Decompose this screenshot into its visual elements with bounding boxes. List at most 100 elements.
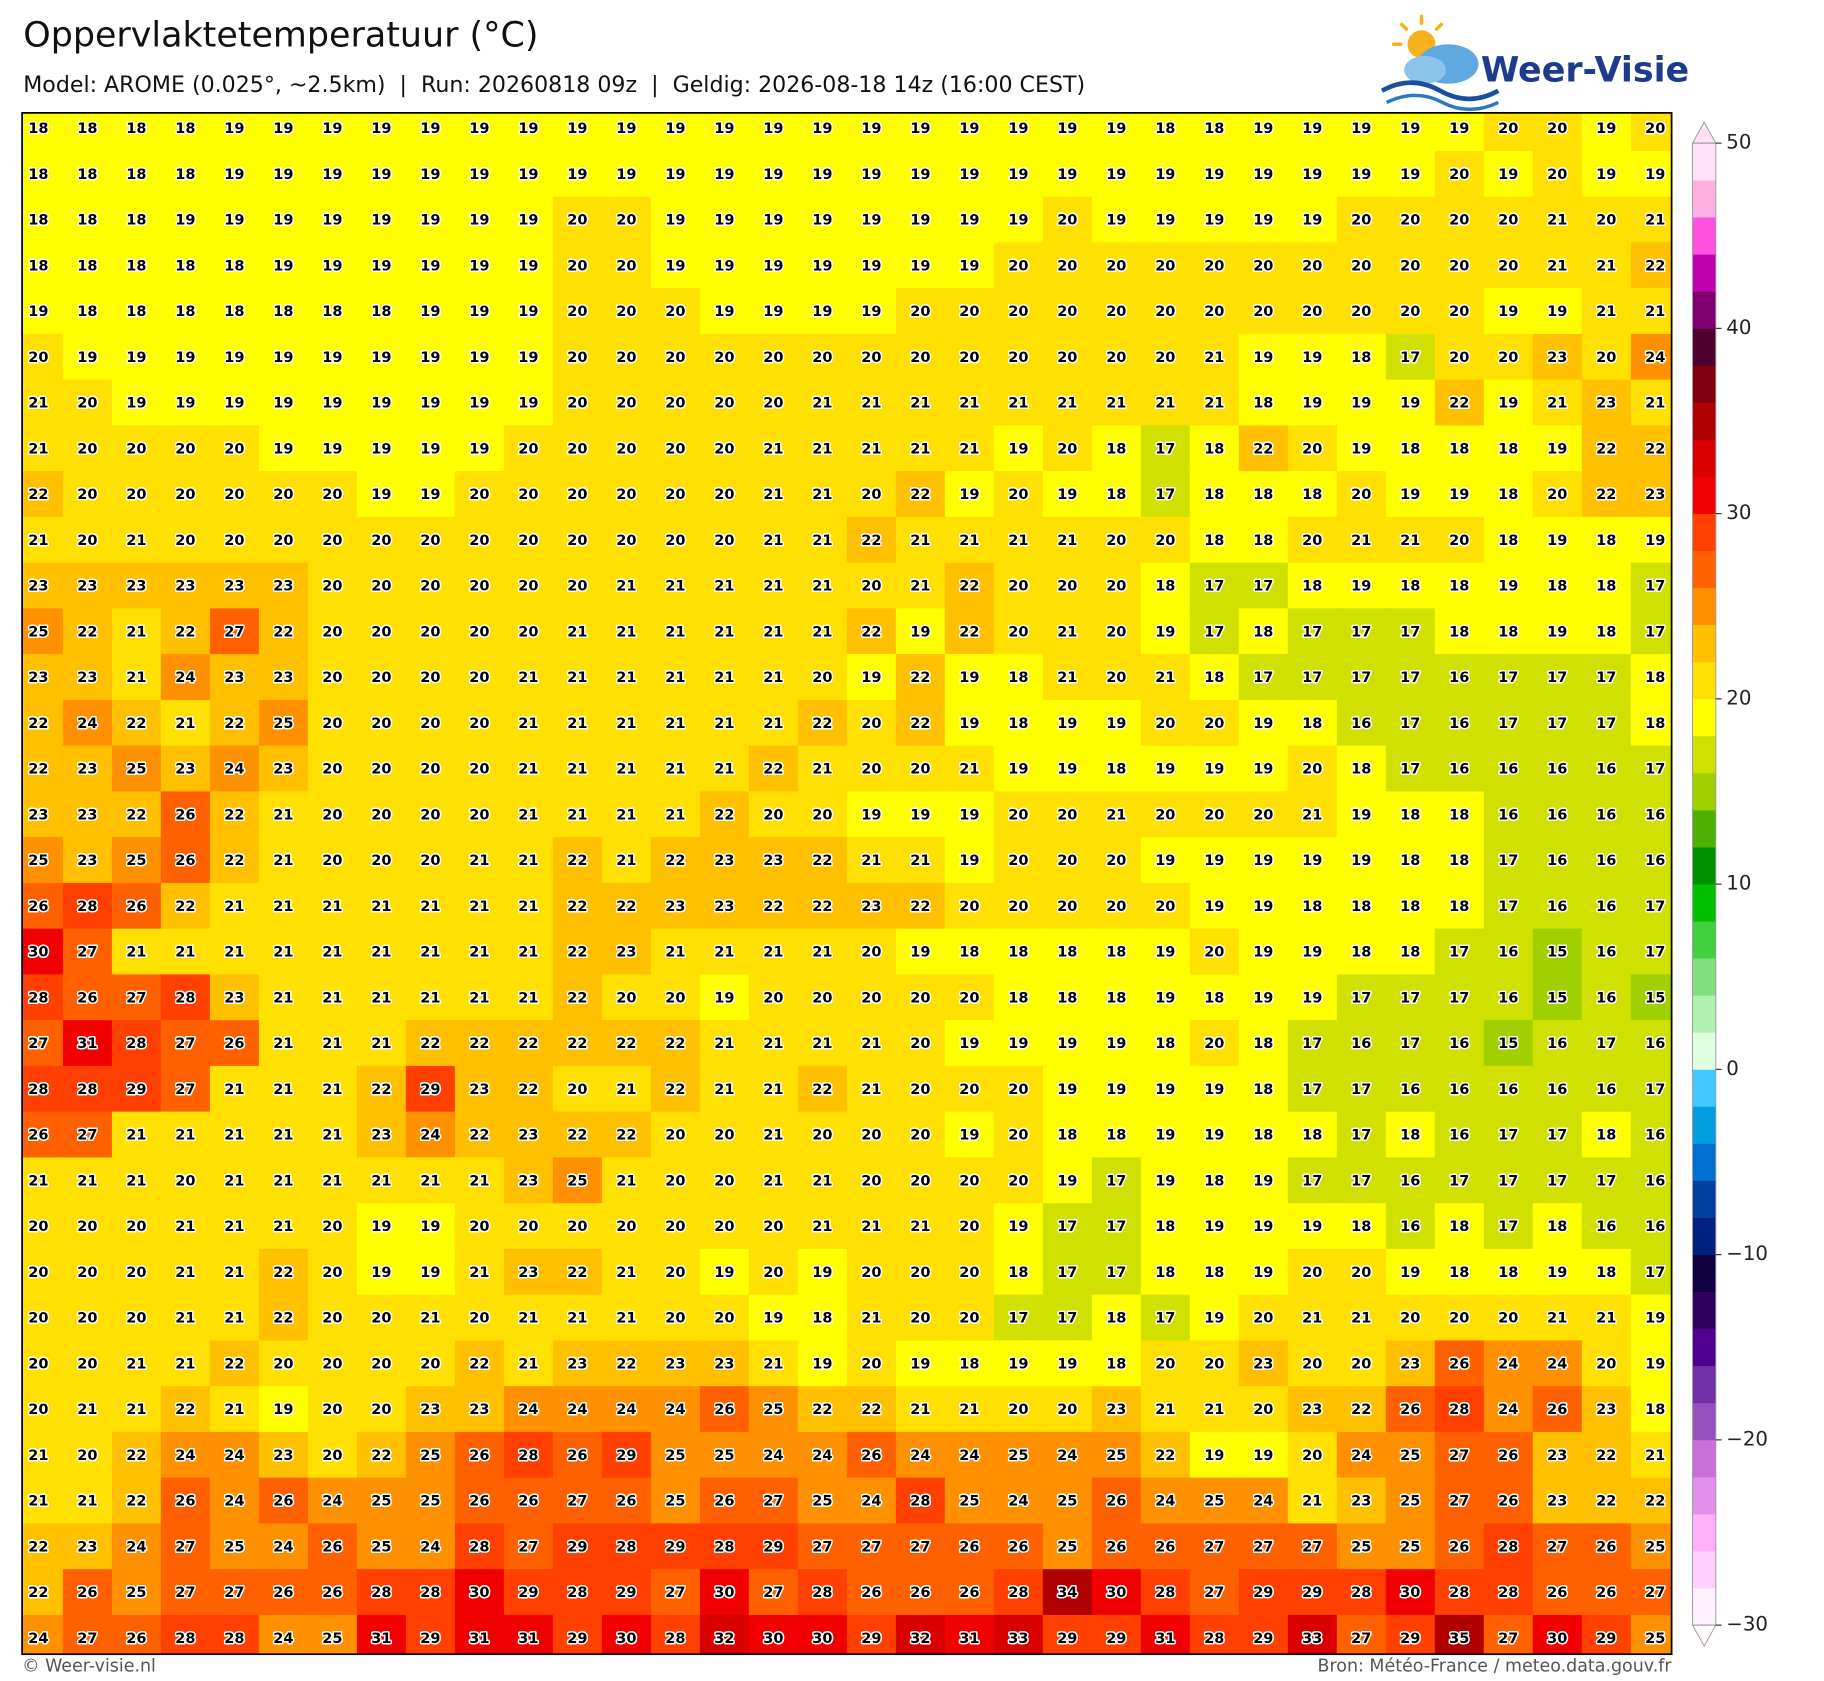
temperature-label: 22	[77, 624, 97, 640]
temperature-cell	[356, 928, 407, 976]
temperature-label: 19	[665, 213, 685, 229]
temperature-label: 20	[1351, 258, 1371, 274]
temperature-label: 20	[1008, 258, 1028, 274]
temperature-label: 18	[1253, 1036, 1273, 1052]
temperature-label: 19	[1253, 762, 1273, 778]
temperature-cell	[552, 379, 603, 427]
temperature-cell	[895, 425, 946, 472]
temperature-label: 21	[567, 624, 587, 640]
temperature-label: 20	[1008, 487, 1028, 503]
temperature-cell	[1238, 1386, 1289, 1433]
temperature-label: 21	[665, 716, 685, 732]
temperature-cell	[1189, 516, 1240, 564]
temperature-cell	[846, 379, 897, 427]
temperature-cell	[1483, 562, 1534, 610]
temperature-label: 21	[1547, 258, 1567, 274]
temperature-label: 26	[714, 1402, 734, 1418]
temperature-cell	[699, 1523, 750, 1570]
temperature-cell	[1336, 150, 1387, 198]
temperature-cell	[1630, 379, 1672, 427]
temperature-cell	[405, 837, 456, 884]
temperature-label: 19	[371, 1265, 391, 1281]
temperature-cell	[22, 112, 64, 152]
temperature-cell	[944, 1614, 995, 1655]
temperature-cell	[1532, 425, 1583, 472]
temperature-label: 23	[714, 853, 734, 869]
temperature-cell	[405, 928, 456, 976]
temperature-label: 21	[469, 899, 489, 915]
temperature-cell	[1238, 150, 1289, 198]
temperature-cell	[1630, 288, 1672, 335]
temperature-label: 24	[812, 1448, 832, 1464]
temperature-label: 27	[1302, 1539, 1322, 1555]
temperature-cell	[356, 1203, 407, 1250]
colorbar-level	[1692, 587, 1716, 626]
temperature-cell	[1042, 1203, 1093, 1250]
temperature-cell	[1042, 1569, 1093, 1616]
temperature-cell	[1336, 1203, 1387, 1250]
temperature-label: 19	[1057, 1082, 1077, 1098]
temperature-cell	[405, 112, 456, 152]
temperature-label: 18	[1057, 945, 1077, 961]
temperature-cell	[1532, 1340, 1583, 1387]
colorbar-tick-label: −20	[1726, 1427, 1768, 1450]
temperature-label: 26	[1498, 1448, 1518, 1464]
temperature-cell	[22, 699, 64, 747]
temperature-label: 24	[420, 1128, 440, 1144]
temperature-label: 20	[812, 670, 832, 686]
temperature-cell	[258, 379, 309, 427]
temperature-cell	[160, 882, 211, 930]
colorbar-level	[1692, 1439, 1716, 1478]
temperature-label: 21	[763, 670, 783, 686]
temperature-cell	[1091, 882, 1142, 930]
temperature-label: 20	[861, 990, 881, 1006]
temperature-cell	[405, 1157, 456, 1204]
temperature-cell	[454, 654, 505, 701]
temperature-cell	[1434, 1340, 1485, 1387]
temperature-cell	[1042, 974, 1093, 1021]
temperature-label: 20	[1596, 213, 1616, 229]
temperature-label: 27	[175, 1585, 195, 1601]
temperature-cell	[1140, 379, 1191, 427]
temperature-label: 21	[322, 990, 342, 1006]
temperature-cell	[552, 608, 603, 655]
temperature-cell	[1483, 882, 1534, 930]
temperature-cell	[209, 1431, 260, 1479]
temperature-cell	[895, 1386, 946, 1433]
temperature-label: 26	[322, 1539, 342, 1555]
temperature-label: 24	[1057, 1448, 1077, 1464]
temperature-cell	[650, 333, 701, 381]
temperature-label: 22	[175, 624, 195, 640]
temperature-label: 21	[616, 1082, 636, 1098]
temperature-label: 20	[469, 807, 489, 823]
temperature-cell	[22, 1523, 64, 1570]
temperature-cell	[699, 699, 750, 747]
temperature-label: 19	[1253, 853, 1273, 869]
temperature-label: 29	[616, 1448, 636, 1464]
temperature-cell	[846, 516, 897, 564]
temperature-label: 18	[1008, 716, 1028, 732]
temperature-cell	[111, 654, 162, 701]
temperature-label: 28	[77, 1082, 97, 1098]
temperature-cell	[699, 1248, 750, 1296]
temperature-label: 19	[371, 441, 391, 457]
temperature-label: 19	[763, 1311, 783, 1327]
temperature-label: 22	[1645, 258, 1665, 274]
temperature-cell	[748, 1523, 799, 1570]
temperature-cell	[1336, 654, 1387, 701]
temperature-label: 23	[1253, 1356, 1273, 1372]
temperature-cell	[1091, 1157, 1142, 1204]
temperature-label: 26	[1008, 1539, 1028, 1555]
temperature-cell	[111, 699, 162, 747]
temperature-cell	[454, 1065, 505, 1113]
temperature-label: 21	[910, 853, 930, 869]
temperature-cell	[1189, 1340, 1240, 1387]
temperature-label: 18	[126, 213, 146, 229]
temperature-label: 20	[1302, 258, 1322, 274]
temperature-label: 25	[420, 1448, 440, 1464]
temperature-cell	[1287, 1065, 1338, 1113]
temperature-label: 19	[1204, 167, 1224, 183]
temperature-cell	[258, 882, 309, 930]
temperature-cell	[552, 425, 603, 472]
temperature-label: 26	[616, 1494, 636, 1510]
